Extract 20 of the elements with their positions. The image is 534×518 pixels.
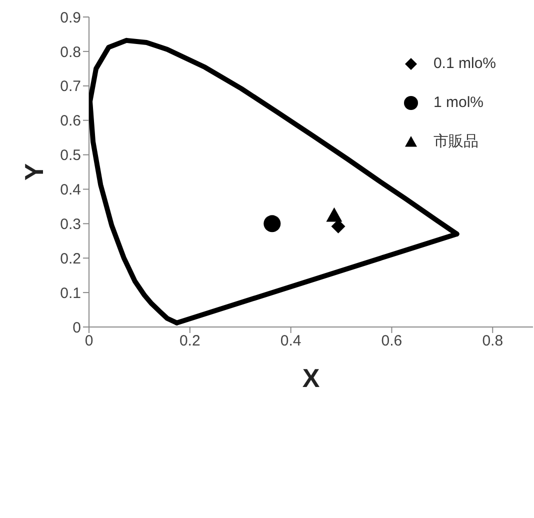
legend-label: 0.1 mlo% — [433, 55, 496, 72]
y-tick-label: 0.5 — [60, 147, 81, 164]
x-tick-label: 0.8 — [482, 332, 504, 350]
y-tick-label: 0.6 — [60, 112, 81, 130]
x-tick-label: 0.2 — [179, 332, 200, 350]
y-tick-label: 0.8 — [60, 44, 81, 61]
y-tick-label: 0.4 — [60, 182, 81, 199]
y-tick-label: 0.7 — [60, 78, 81, 96]
x-tick-label: 0 — [84, 332, 94, 350]
y-tick-label: 0 — [72, 319, 81, 336]
x-tick-label: 0.4 — [280, 332, 302, 350]
legend-label: 1 mol% — [433, 94, 484, 111]
x-axis-title: X — [302, 363, 320, 393]
y-tick-label: 0.9 — [60, 9, 81, 26]
legend-label: 市販品 — [433, 132, 478, 151]
y-axis-title: Y — [19, 163, 50, 181]
y-tick-label: 0.3 — [60, 216, 81, 233]
x-tick-label: 0.6 — [381, 332, 402, 350]
y-tick-label: 0.2 — [60, 250, 81, 268]
y-tick-label: 0.1 — [60, 284, 81, 302]
